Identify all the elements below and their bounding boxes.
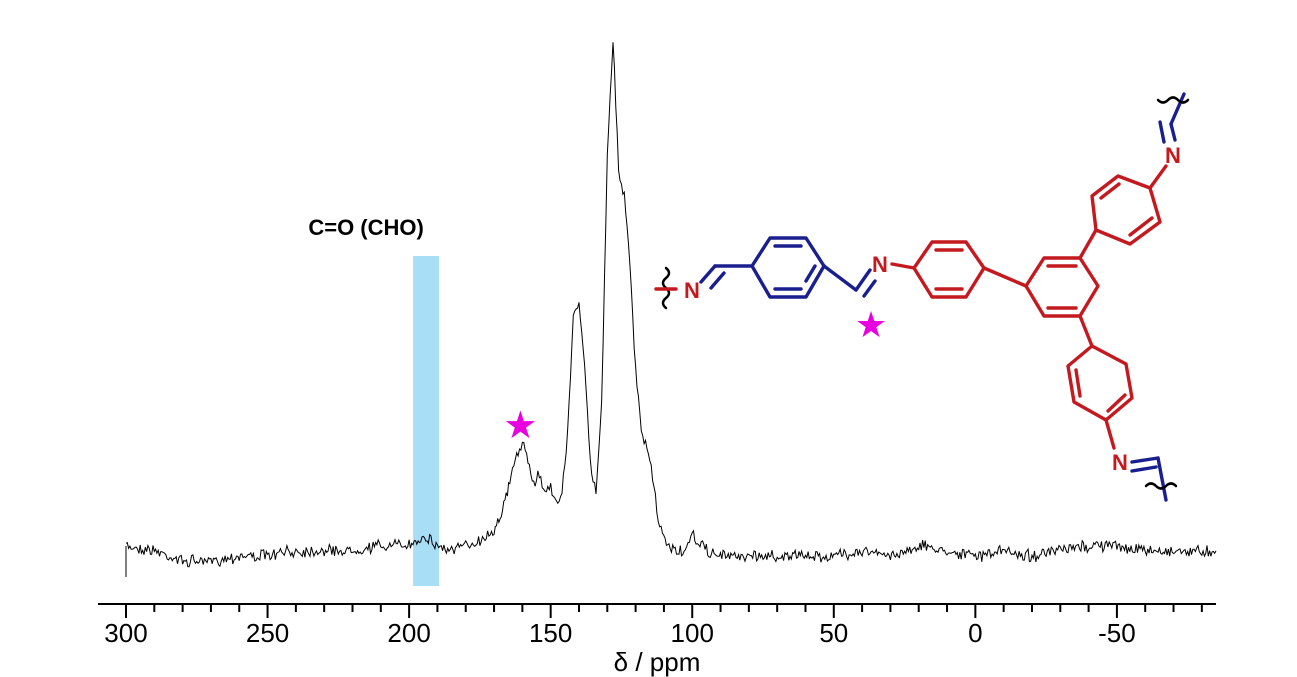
x-tick-label: -50 bbox=[1098, 618, 1136, 648]
upper-imine-bond-double bbox=[1169, 122, 1177, 142]
lower-n-aryl-bond bbox=[1104, 418, 1116, 450]
right-imine-bond bbox=[854, 268, 872, 292]
cof-structure-diagram: N N ★ bbox=[654, 92, 1190, 502]
n-aryl-bond-1 bbox=[890, 262, 916, 270]
imine-star-marker: ★ bbox=[855, 304, 887, 345]
upper-wavy-bond bbox=[1156, 96, 1190, 104]
x-tick-label: 300 bbox=[104, 618, 147, 648]
lower-imine-bond-double bbox=[1130, 465, 1158, 473]
x-axis-label: δ / ppm bbox=[614, 647, 701, 677]
lower-ch-bond bbox=[1156, 456, 1168, 502]
right-ch-bond bbox=[822, 264, 858, 292]
phenyl-core-bond-2 bbox=[1078, 228, 1098, 260]
x-tick-label: 150 bbox=[529, 618, 572, 648]
x-tick-label: 250 bbox=[246, 618, 289, 648]
central-benzene-ring bbox=[1024, 256, 1100, 318]
x-axis-ticks bbox=[125, 604, 1203, 618]
lower-imine-n: N bbox=[1112, 450, 1128, 475]
phenyl-ring-3-inner bbox=[1074, 368, 1082, 398]
x-tick-label: 100 bbox=[671, 618, 714, 648]
phenyl-core-bond-3 bbox=[1078, 314, 1094, 348]
phenyl-ring-2-inner bbox=[1099, 182, 1121, 200]
phenyl-ring-2-inner-b bbox=[1128, 216, 1154, 237]
phenyl-ring-3-inner-b bbox=[1106, 393, 1127, 413]
x-tick-label: 50 bbox=[819, 618, 848, 648]
x-axis-tick-labels: 300 250 200 150 100 50 0 -50 bbox=[104, 618, 1135, 648]
terephthal-ring-inner-3 bbox=[804, 264, 817, 283]
carbonyl-annotation-label: C=O (CHO) bbox=[308, 215, 424, 240]
peak-star-marker: ★ bbox=[503, 405, 537, 447]
right-imine-n: N bbox=[872, 252, 888, 277]
upper-imine-bond bbox=[1158, 120, 1166, 144]
left-imine-n: N bbox=[684, 278, 700, 303]
right-imine-bond-double bbox=[862, 279, 877, 298]
upper-imine-n: N bbox=[1165, 143, 1181, 168]
lower-wavy-bond bbox=[1144, 482, 1178, 490]
phenyl-core-bond-1 bbox=[982, 266, 1028, 288]
x-tick-label: 0 bbox=[968, 618, 982, 648]
spectrum-line bbox=[125, 42, 1217, 568]
lower-imine-bond bbox=[1130, 456, 1160, 464]
left-imine-bond bbox=[699, 264, 717, 284]
carbonyl-highlight-band bbox=[413, 256, 440, 586]
x-tick-label: 200 bbox=[387, 618, 430, 648]
left-imine-bond-double bbox=[709, 271, 726, 290]
upper-n-aryl-bond bbox=[1148, 164, 1168, 190]
upper-ch-bond bbox=[1169, 92, 1186, 126]
